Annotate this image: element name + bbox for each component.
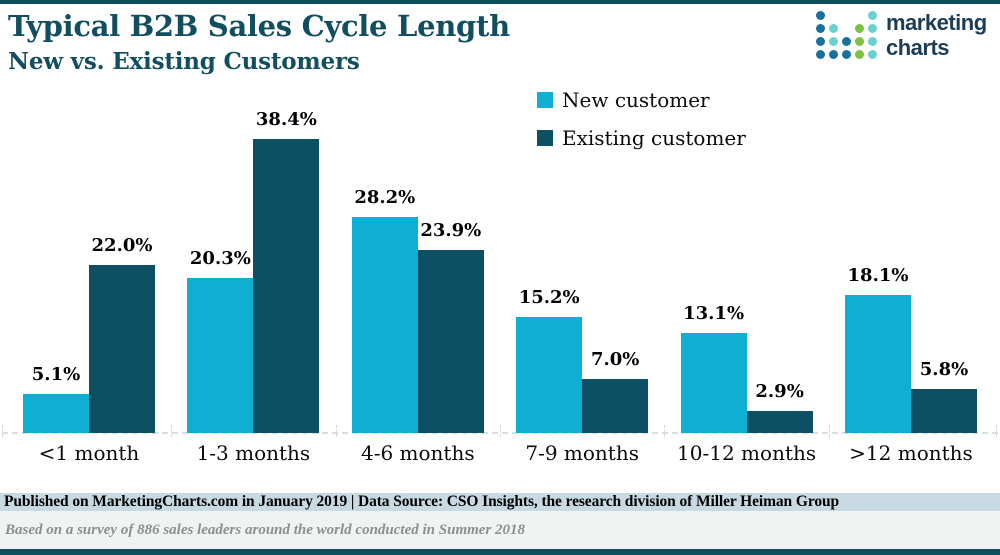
- logo-dot: [853, 35, 866, 48]
- page-title: Typical B2B Sales Cycle Length: [8, 9, 510, 43]
- logo-dot: [814, 22, 827, 35]
- publication-text: Published on MarketingCharts.com in Janu…: [4, 493, 840, 510]
- logo-wordmark: marketing charts: [886, 10, 987, 60]
- top-border-rule: [0, 0, 1000, 4]
- bottom-border-rule: [0, 549, 1000, 555]
- x-axis-tick: [500, 425, 501, 437]
- bar-value-label: 22.0%: [91, 235, 153, 256]
- logo-text-line1: marketing: [886, 10, 987, 35]
- bar-new-customer: [680, 333, 747, 433]
- legend-swatch-existing-customer: [537, 129, 553, 146]
- x-axis-tick: [2, 425, 3, 437]
- survey-note-bar: Based on a survey of 886 sales leaders a…: [0, 511, 1000, 549]
- legend-item-new-customer: New customer: [537, 88, 746, 112]
- x-axis-category-label: 4-6 months: [360, 441, 475, 465]
- bar-value-label: 28.2%: [354, 187, 416, 208]
- logo-dot: [827, 35, 840, 48]
- logo-dot: [840, 35, 853, 48]
- bar-existing-customer: [746, 411, 813, 433]
- bar-value-label: 38.4%: [255, 109, 317, 130]
- x-axis-tick: [828, 425, 830, 437]
- logo-dot: [866, 48, 879, 61]
- bar-existing-customer: [253, 139, 320, 433]
- publication-bar: Published on MarketingCharts.com in Janu…: [0, 493, 1000, 511]
- bar-new-customer: [516, 317, 583, 433]
- x-axis-tick: [664, 425, 666, 437]
- logo-dot: [814, 9, 827, 22]
- logo-dot: [840, 48, 853, 61]
- logo-dot: [853, 22, 866, 35]
- logo-dot: [814, 35, 827, 48]
- survey-note-text: Based on a survey of 886 sales leaders a…: [5, 522, 526, 538]
- legend-swatch-new-customer: [537, 91, 553, 108]
- logo-dots-icon: [814, 9, 879, 61]
- bar-value-label: 2.9%: [755, 381, 804, 402]
- logo-dot: [866, 9, 879, 22]
- x-axis-category-label: <1 month: [38, 441, 140, 465]
- bar-existing-customer: [417, 250, 484, 433]
- logo-dot: [866, 35, 879, 48]
- logo-dot: [827, 48, 840, 61]
- logo-text-line2: charts: [886, 35, 950, 60]
- bar-value-label: 18.1%: [847, 265, 909, 286]
- x-axis-tick: [171, 425, 173, 437]
- bar-value-label: 15.2%: [518, 287, 580, 308]
- bar-new-customer: [351, 217, 418, 433]
- x-axis-category-label: >12 months: [849, 441, 973, 465]
- marketingcharts-logo: marketing charts: [814, 9, 987, 61]
- legend-item-existing-customer: Existing customer: [537, 126, 746, 150]
- bar-existing-customer: [911, 389, 977, 433]
- bar-value-label: 5.8%: [919, 359, 969, 380]
- x-axis-category-label: 10-12 months: [677, 441, 817, 465]
- bar-chart-plot-area: 5.1% 22.0% <1 month 20.3% 38.4% 1-3 months 28.…: [2, 109, 998, 465]
- x-axis-tick: [335, 425, 337, 437]
- bar-new-customer: [187, 278, 254, 433]
- bar-value-label: 23.9%: [420, 220, 482, 241]
- legend-label-existing-customer: Existing customer: [562, 125, 746, 150]
- bar-new-customer: [845, 295, 911, 433]
- bar-existing-customer: [582, 379, 649, 433]
- bar-value-label: 7.0%: [590, 349, 640, 370]
- page-subtitle: New vs. Existing Customers: [8, 48, 360, 75]
- bar-new-customer: [23, 394, 89, 433]
- chart-legend: New customer Existing customer: [537, 88, 746, 167]
- legend-label-new-customer: New customer: [562, 87, 710, 112]
- logo-dot: [827, 22, 840, 35]
- bar-value-label: 13.1%: [683, 303, 745, 324]
- bar-value-label: 20.3%: [189, 248, 251, 269]
- x-axis-category-label: 7-9 months: [525, 441, 639, 465]
- logo-dot: [814, 48, 827, 61]
- logo-dot: [866, 22, 879, 35]
- bar-value-label: 5.1%: [31, 364, 81, 385]
- bar-existing-customer: [89, 265, 155, 433]
- logo-dot: [853, 48, 866, 61]
- x-axis-tick: [996, 425, 997, 437]
- x-axis-category-label: 1-3 months: [196, 441, 311, 465]
